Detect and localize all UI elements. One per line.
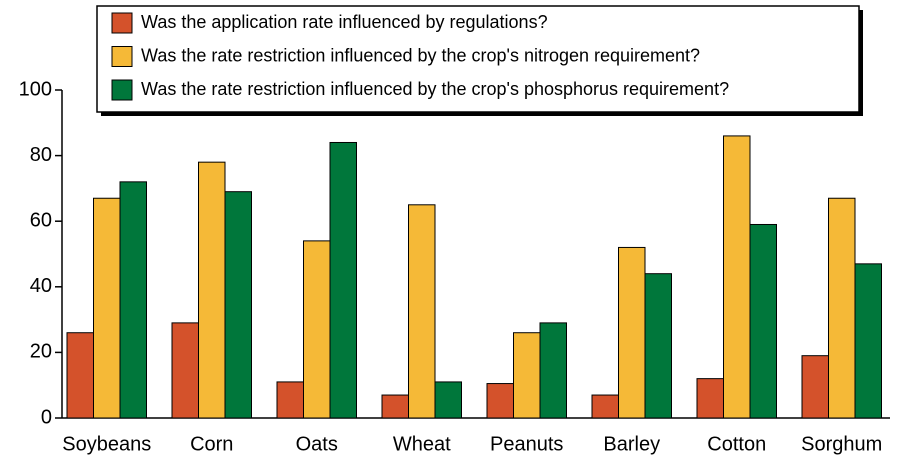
x-tick-label: Wheat: [393, 433, 451, 455]
x-tick-label: Barley: [603, 433, 660, 455]
legend-label: Was the rate restriction influenced by t…: [141, 45, 700, 65]
y-tick-label: 100: [19, 78, 52, 100]
legend-label: Was the rate restriction influenced by t…: [141, 79, 729, 99]
bar: [381, 394, 409, 419]
bar: [539, 322, 567, 419]
bar: [224, 191, 252, 419]
bar: [618, 246, 646, 419]
y-tick-label: 40: [30, 275, 52, 297]
bar: [723, 135, 751, 419]
bar: [801, 355, 829, 419]
bar: [749, 223, 777, 419]
x-tick-label: Corn: [190, 433, 233, 455]
bar: [119, 181, 147, 419]
bar: [486, 383, 514, 419]
x-tick-label: Soybeans: [62, 433, 151, 455]
bar: [644, 273, 672, 419]
x-tick-label: Cotton: [707, 433, 766, 455]
y-tick-label: 60: [30, 209, 52, 231]
bar: [329, 141, 357, 419]
bar: [434, 381, 462, 419]
bar: [66, 332, 94, 419]
bar: [591, 394, 619, 419]
legend-swatch: [111, 79, 133, 101]
bar: [171, 322, 199, 419]
y-tick-label: 80: [30, 144, 52, 166]
bar: [696, 378, 724, 419]
x-tick-label: Peanuts: [490, 433, 563, 455]
legend-label: Was the application rate influenced by r…: [141, 12, 548, 32]
x-tick-label: Sorghum: [801, 433, 882, 455]
bar: [513, 332, 541, 419]
legend-swatch: [111, 12, 133, 34]
bar: [303, 240, 331, 419]
legend-swatch: [111, 46, 133, 67]
bar: [408, 204, 436, 419]
y-tick-label: 0: [41, 406, 52, 428]
x-tick-label: Oats: [296, 433, 338, 455]
bar: [828, 197, 856, 419]
bar: [93, 197, 121, 419]
bar: [198, 161, 226, 419]
legend-box: [96, 5, 860, 113]
y-tick-label: 20: [30, 341, 52, 363]
bar: [854, 263, 882, 419]
bar: [276, 381, 304, 419]
